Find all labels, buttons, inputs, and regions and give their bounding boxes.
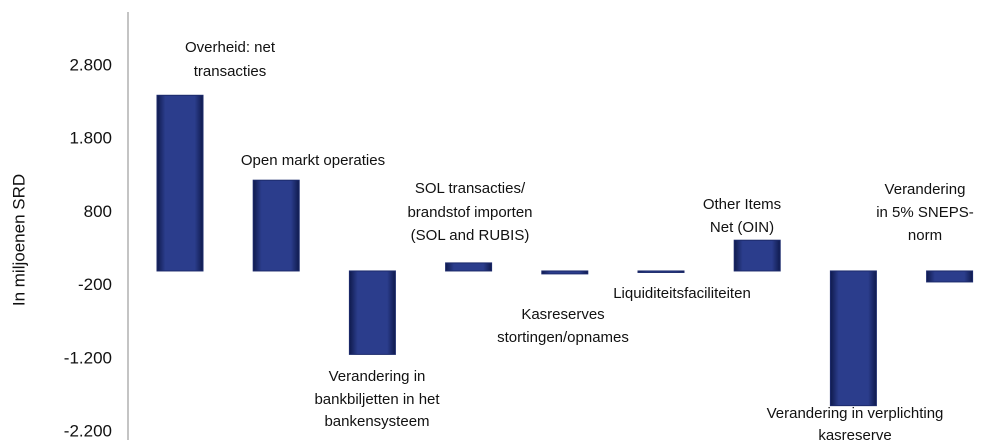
category-label: norm (908, 227, 942, 244)
category-label: Verandering (885, 181, 966, 198)
category-label: kasreserve (818, 427, 891, 442)
y-tick-label: 2.800 (69, 55, 112, 74)
category-label: Overheid: net (185, 39, 276, 56)
category-label: Other Items (703, 196, 781, 213)
y-tick-label: -2.200 (64, 421, 112, 440)
category-label: Verandering in verplichting (767, 405, 944, 422)
y-axis-label: In miljoenen SRD (9, 174, 28, 306)
category-label: Kasreserves (521, 306, 604, 323)
category-label: stortingen/opnames (497, 329, 629, 346)
bar (541, 270, 589, 275)
category-label: SOL transacties/ (415, 180, 526, 197)
category-label: brandstof importen (407, 204, 532, 221)
y-tick-label: 1.800 (69, 129, 112, 148)
category-label: bankensysteem (324, 413, 429, 430)
category-label: transacties (194, 63, 267, 80)
y-tick-label: -1.200 (64, 348, 112, 367)
bar (156, 94, 204, 272)
y-tick-label: -200 (78, 275, 112, 294)
bar (348, 270, 396, 355)
bar (829, 270, 877, 407)
y-tick-label: 800 (84, 202, 112, 221)
category-label: (SOL and RUBIS) (411, 227, 530, 244)
category-label: Verandering in (329, 368, 426, 385)
category-label: bankbiljetten in het (314, 391, 440, 408)
category-label: in 5% SNEPS- (876, 204, 974, 221)
category-label: Open markt operaties (241, 152, 385, 169)
bar (733, 239, 781, 272)
category-label: Liquiditeitsfaciliteiten (613, 285, 751, 302)
bar (252, 179, 300, 272)
bar (637, 270, 685, 273)
category-label: Net (OIN) (710, 219, 774, 236)
bar (926, 270, 974, 283)
bar (445, 262, 493, 272)
